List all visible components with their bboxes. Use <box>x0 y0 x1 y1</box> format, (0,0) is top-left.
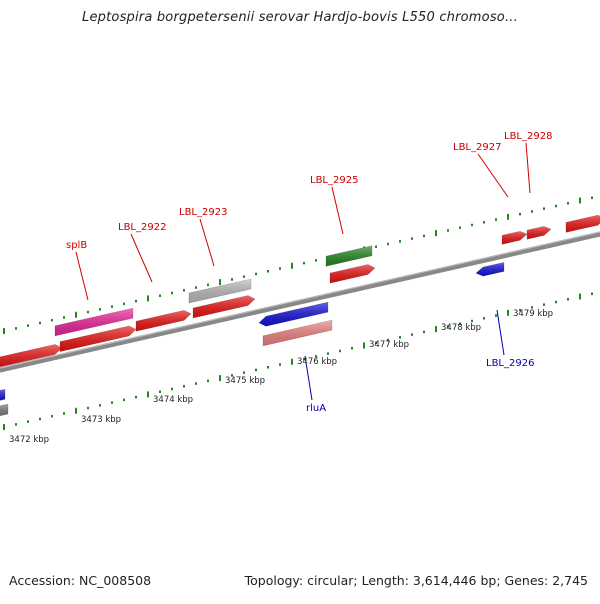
genome-info-text: Topology: circular; Length: 3,614,446 bp… <box>244 573 588 588</box>
gene-feature-red[interactable] <box>526 226 552 240</box>
scale-label-3475: 3475 kbp <box>225 376 265 386</box>
leader-splB <box>75 251 89 301</box>
gene-feature-red[interactable] <box>192 295 256 319</box>
gene-label-LBL_2925[interactable]: LBL_2925 <box>310 175 358 186</box>
scale-label-3478: 3478 kbp <box>441 323 481 333</box>
leader-LBL_2926 <box>496 309 505 356</box>
gene-label-LBL_2923[interactable]: LBL_2923 <box>179 207 227 218</box>
scale-label-3472: 3472 kbp <box>9 435 49 445</box>
scale-label-3473: 3473 kbp <box>81 415 121 425</box>
gene-label-LBL_2927[interactable]: LBL_2927 <box>453 142 501 153</box>
gene-feature-blue[interactable] <box>475 261 505 277</box>
label-leader-lines <box>75 142 531 401</box>
gene-feature-green[interactable] <box>325 245 373 267</box>
genome-backbone-highlight <box>0 231 600 369</box>
gene-feature-red[interactable] <box>565 214 600 233</box>
scale-label-3479: 3479 kbp <box>513 309 553 319</box>
accession-text: Accession: NC_008508 <box>9 573 152 588</box>
scale-label-3477: 3477 kbp <box>369 340 409 350</box>
chromosome-title: Leptospira borgpetersenii serovar Hardjo… <box>82 10 518 25</box>
gene-feature-gray[interactable] <box>188 278 252 304</box>
gene-feature-red[interactable] <box>59 325 137 352</box>
genome-backbone <box>0 231 600 373</box>
gene-feature-red[interactable] <box>0 344 63 369</box>
scale-ticks <box>3 196 593 431</box>
gene-feature-red[interactable] <box>135 310 192 332</box>
gene-feature-pink[interactable] <box>54 307 134 337</box>
gene-feature-salmon[interactable] <box>262 319 333 347</box>
gene-feature-blue[interactable] <box>0 388 6 401</box>
leader-LBL_2922 <box>130 233 153 283</box>
gene-label-rluA[interactable]: rluA <box>306 403 326 414</box>
gene-features <box>0 214 600 418</box>
leader-LBL_2923 <box>199 218 215 267</box>
gene-label-LBL_2926[interactable]: LBL_2926 <box>486 358 534 369</box>
gene-feature-blue[interactable] <box>258 301 329 327</box>
gene-label-LBL_2922[interactable]: LBL_2922 <box>118 222 166 233</box>
gene-feature-gray[interactable] <box>0 403 9 418</box>
gene-feature-red[interactable] <box>501 230 528 245</box>
scale-label-3474: 3474 kbp <box>153 395 193 405</box>
gene-label-splB[interactable]: splB <box>66 240 87 251</box>
leader-LBL_2927 <box>477 153 509 198</box>
gene-label-LBL_2928[interactable]: LBL_2928 <box>504 131 552 142</box>
scale-label-3476: 3476 kbp <box>297 357 337 367</box>
leader-LBL_2928 <box>525 142 531 194</box>
leader-rluA <box>304 355 313 401</box>
gene-feature-red[interactable] <box>329 264 376 284</box>
leader-LBL_2925 <box>331 186 344 235</box>
